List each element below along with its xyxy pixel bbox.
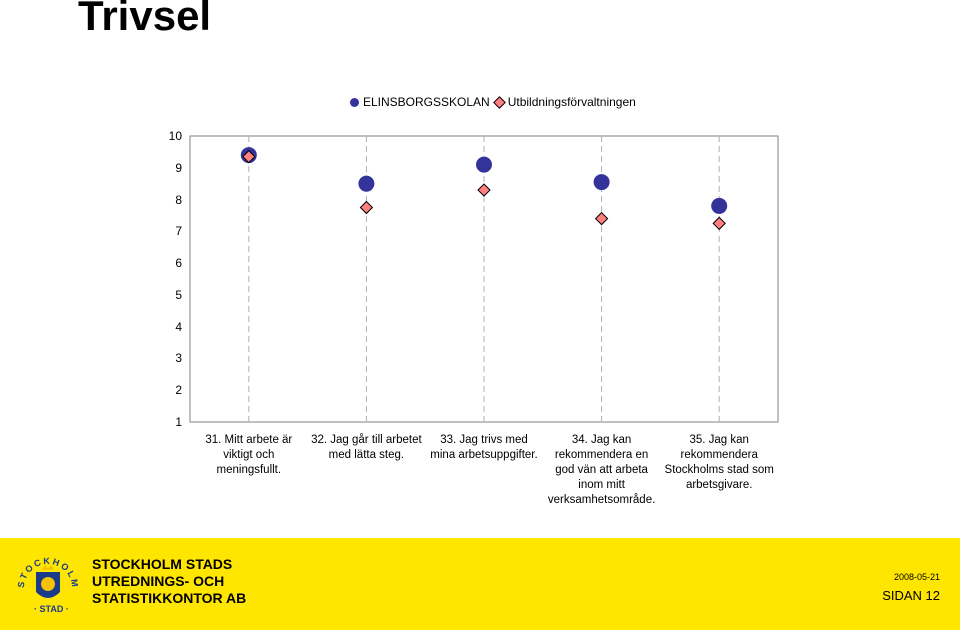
legend-series-2: Utbildningsförvaltningen bbox=[507, 95, 636, 109]
y-tick-label: 7 bbox=[175, 224, 182, 239]
y-tick-label: 3 bbox=[175, 351, 182, 366]
x-category-label-line: verksamhetsområde. bbox=[547, 494, 656, 506]
x-category-label-line: 32. Jag går till arbetet bbox=[311, 434, 422, 446]
page-title: Trivsel bbox=[78, 0, 212, 39]
x-category-label-line: arbetsgivare. bbox=[685, 479, 753, 491]
x-category-label-line: med lätta steg. bbox=[328, 449, 405, 461]
data-point-diamond bbox=[359, 200, 374, 215]
data-point-circle bbox=[711, 197, 728, 214]
y-tick-label: 8 bbox=[175, 192, 182, 207]
data-point-diamond bbox=[477, 183, 491, 197]
x-category-label-line: mina arbetsuppgifter. bbox=[430, 449, 538, 461]
x-category-label-line: god vän att arbeta bbox=[555, 464, 648, 476]
data-point-circle bbox=[593, 174, 610, 191]
x-category-label: 34. Jag kan rekommendera en god vän att ar… bbox=[536, 433, 668, 508]
x-category-label-line: 34. Jag kan bbox=[571, 434, 632, 446]
data-point-circle bbox=[358, 175, 375, 192]
y-tick-label: 1 bbox=[175, 415, 182, 429]
org-name: STOCKHOLM STADS UTREDNINGS- OCH STATISTI… bbox=[92, 556, 246, 607]
data-point-circle bbox=[476, 156, 492, 173]
x-category-label-line: rekommendera en bbox=[554, 449, 649, 461]
x-category-label-line: viktigt och bbox=[223, 449, 275, 461]
x-category-label-line: Stockholms stad som bbox=[664, 464, 774, 476]
y-tick-label: 9 bbox=[175, 160, 182, 175]
y-tick-label: 5 bbox=[175, 287, 182, 302]
data-point-diamond bbox=[712, 216, 726, 231]
x-category-label: 31. Mitt arbete är viktigt och meningsfull… bbox=[183, 433, 315, 478]
x-category-label-line: inom mitt bbox=[578, 479, 625, 491]
org-line-2: UTREDNINGS- OCH bbox=[92, 573, 225, 589]
chart-plot bbox=[189, 135, 779, 423]
org-line-3: STATISTIKKONTOR AB bbox=[92, 590, 247, 606]
y-tick-label: 6 bbox=[175, 256, 182, 271]
report-date: 2008-05-21 bbox=[893, 572, 940, 582]
y-tick-label: 4 bbox=[175, 319, 182, 334]
legend-circle-marker bbox=[350, 97, 359, 107]
data-point-diamond bbox=[594, 211, 609, 226]
org-line-1: STOCKHOLM STADS bbox=[92, 556, 233, 572]
x-category-label-line: 31. Mitt arbete är bbox=[205, 434, 293, 446]
x-category-label: 35. Jag kan rekommendera Stockholms stad s… bbox=[653, 433, 785, 493]
x-category-label: 33. Jag trivs med mina arbetsuppgifter. bbox=[418, 433, 550, 463]
chart-legend: ELINSBORGSSKOLAN Utbildningsförvaltninge… bbox=[350, 95, 636, 109]
x-category-label-line: meningsfullt. bbox=[216, 464, 282, 476]
svg-text:· STAD ·: · STAD · bbox=[34, 604, 69, 614]
y-tick-label: 10 bbox=[168, 129, 182, 143]
x-category-label-line: 33. Jag trivs med bbox=[440, 434, 528, 446]
data-point-diamond bbox=[242, 149, 256, 164]
y-tick-label: 2 bbox=[175, 383, 182, 398]
x-category-label-line: 35. Jag kan bbox=[689, 434, 749, 446]
x-category-label: 32. Jag går till arbetet med lätta steg. bbox=[300, 433, 432, 463]
page-number: SIDAN 12 bbox=[882, 588, 940, 603]
legend-series-1: ELINSBORGSSKOLAN bbox=[363, 95, 490, 109]
x-category-label-line: rekommendera bbox=[680, 449, 758, 461]
